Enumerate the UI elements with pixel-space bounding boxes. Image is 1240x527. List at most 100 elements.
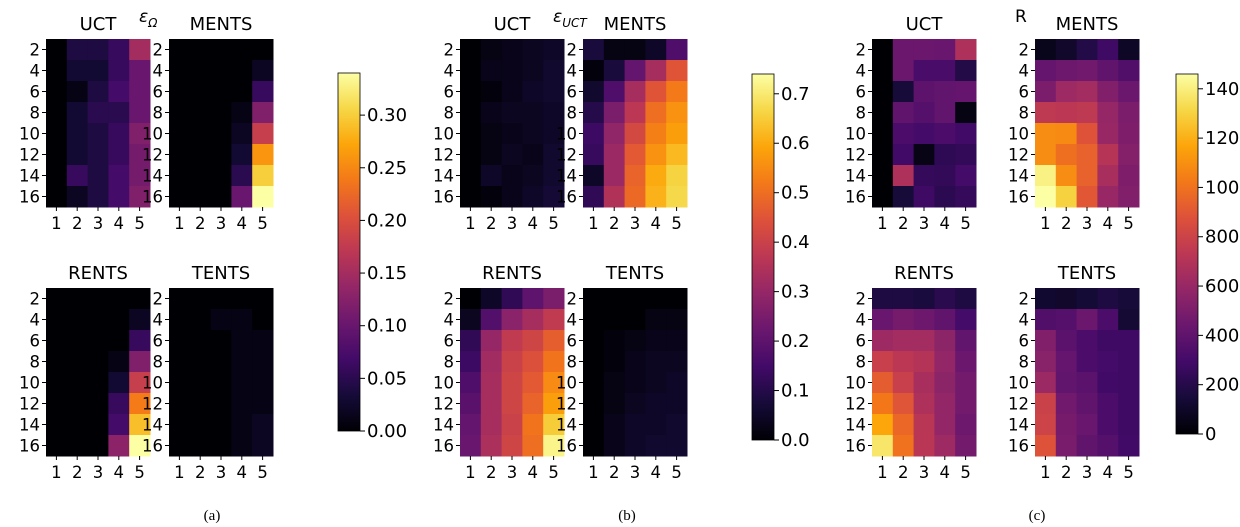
heatmap-cell — [252, 288, 274, 310]
colorbar-tick-label: 400 — [1205, 325, 1239, 346]
x-tick-label: 4 — [237, 463, 248, 482]
heatmap-cell — [231, 393, 253, 415]
x-tick-label: 1 — [174, 463, 185, 482]
panel-title: TENTS — [1057, 263, 1116, 284]
heatmap-cell — [1076, 414, 1098, 436]
heatmap-cell — [1118, 165, 1140, 187]
x-tick-label: 4 — [528, 214, 539, 233]
heatmap-cell — [666, 81, 688, 103]
heatmap-cell — [46, 414, 68, 436]
x-tick-label: 5 — [960, 463, 971, 482]
colorbar-tick-label: 0.30 — [367, 105, 407, 126]
heatmap-cell — [543, 102, 565, 124]
y-tick-label: 10 — [1008, 125, 1029, 144]
heatmap-cell — [480, 351, 503, 373]
colorbar-tick-label: 0.00 — [367, 421, 407, 442]
x-tick-label: 5 — [1123, 214, 1134, 233]
heatmap-cell — [1076, 60, 1098, 82]
y-tick-label: 2 — [153, 290, 164, 309]
heatmap-cell — [501, 372, 523, 394]
heatmap-cell — [460, 351, 482, 373]
heatmap-cell — [129, 60, 151, 82]
heatmap-cell — [543, 144, 565, 166]
y-tick-label: 6 — [444, 332, 455, 351]
heatmap-cell — [129, 123, 151, 145]
y-tick-label: 8 — [444, 353, 455, 372]
heatmap-cell — [583, 330, 605, 352]
colorbar-tick-label: 1200 — [1205, 128, 1240, 149]
heatmap-cell — [1118, 435, 1140, 457]
y-tick-label: 8 — [856, 353, 867, 372]
heatmap-cell — [645, 81, 667, 103]
heatmap-cell — [892, 186, 915, 208]
heatmap-cell — [1035, 144, 1057, 166]
y-tick-label: 14 — [556, 416, 577, 435]
y-tick-label: 6 — [1019, 83, 1030, 102]
heatmap-cell — [210, 165, 232, 187]
colorbar-label-subscript: Ω — [147, 16, 158, 30]
x-tick-label: 2 — [609, 214, 620, 233]
colorbar-tick-label: 200 — [1205, 375, 1239, 396]
heatmap-cell — [1076, 165, 1098, 187]
heatmap-cell — [46, 330, 68, 352]
heatmap-cell — [603, 372, 626, 394]
heatmap-cell — [872, 123, 894, 145]
colorbar-tick-label: 1000 — [1205, 177, 1240, 198]
heatmap-cell — [460, 165, 482, 187]
heatmap-cell — [480, 330, 503, 352]
heatmap-cell — [46, 39, 68, 61]
heatmap-cell — [1035, 288, 1057, 310]
heatmap-cell — [480, 123, 503, 145]
heatmap-cell — [1097, 165, 1119, 187]
heatmap-cell — [1035, 309, 1057, 331]
colorbar-tick-label: 0.15 — [367, 263, 407, 284]
heatmap-cell — [522, 102, 544, 124]
heatmap-cell — [252, 351, 274, 373]
heatmap-cell — [892, 144, 915, 166]
panel-title: UCT — [80, 14, 118, 35]
y-tick-label: 2 — [1019, 290, 1030, 309]
y-tick-label: 12 — [19, 395, 40, 414]
heatmap-cell — [189, 393, 212, 415]
panel-title: RENTS — [482, 263, 542, 284]
heatmap-cell — [603, 39, 626, 61]
heatmap-cell — [108, 309, 130, 331]
heatmap-cell — [955, 60, 977, 82]
heatmap-cell — [46, 372, 68, 394]
y-tick-label: 6 — [30, 83, 41, 102]
colorbar-tick-label: 1400 — [1205, 79, 1240, 100]
heatmap-cell — [955, 435, 977, 457]
heatmap-cell — [189, 372, 212, 394]
heatmap-cell — [1097, 123, 1119, 145]
x-tick-label: 4 — [940, 463, 951, 482]
heatmap-cell — [252, 435, 274, 457]
heatmap-cell — [501, 165, 523, 187]
heatmap-cell — [87, 81, 109, 103]
heatmap-cell — [666, 102, 688, 124]
heatmap-cell — [892, 288, 915, 310]
heatmap-cell — [480, 435, 503, 457]
x-tick-label: 2 — [195, 463, 206, 482]
heatmap-cell — [1118, 372, 1140, 394]
heatmap-cell — [460, 123, 482, 145]
heatmap-cell — [1118, 351, 1140, 373]
heatmap-cell — [231, 144, 253, 166]
heatmap-cell — [913, 144, 935, 166]
heatmap-cell — [1055, 186, 1078, 208]
heatmap-cell — [189, 39, 212, 61]
y-tick-label: 12 — [1008, 146, 1029, 165]
heatmap-cell — [189, 81, 212, 103]
y-tick-label: 12 — [19, 146, 40, 165]
heatmap-cell — [108, 330, 130, 352]
y-tick-label: 14 — [433, 167, 454, 186]
heatmap-cell — [480, 60, 503, 82]
heatmap-cell — [872, 393, 894, 415]
heatmap-cell — [522, 39, 544, 61]
x-tick-label: 1 — [877, 214, 888, 233]
heatmap-cell — [934, 39, 956, 61]
heatmap-cell — [872, 60, 894, 82]
